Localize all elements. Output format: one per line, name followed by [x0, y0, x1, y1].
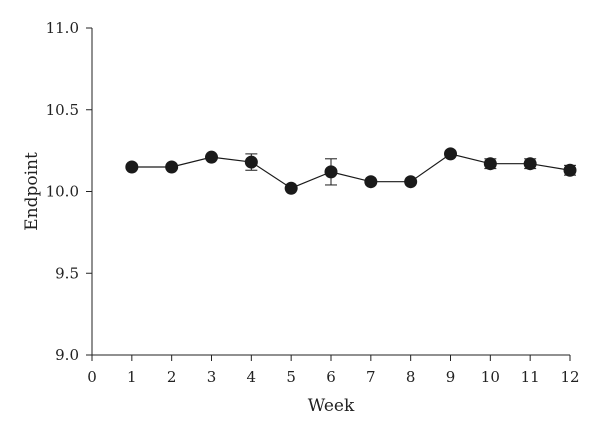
x-tick-label: 12: [560, 368, 579, 386]
y-tick-label: 11.0: [46, 19, 79, 37]
y-tick-label: 9.0: [55, 346, 79, 364]
y-tick-label: 10.0: [46, 183, 79, 201]
x-tick-label: 8: [406, 368, 416, 386]
y-tick-label: 9.5: [55, 264, 79, 282]
data-point: [205, 150, 218, 164]
x-axis-ticks: 0 1 2 3 4 5 6 7 8 9 10 11 12: [87, 355, 580, 386]
x-axis-title: Week: [308, 396, 355, 416]
x-tick-label: 3: [207, 368, 217, 386]
data-point: [324, 165, 338, 179]
data-point: [364, 175, 378, 189]
series-layer: [125, 147, 577, 195]
x-tick-label: 9: [446, 368, 456, 386]
y-axis-title: Endpoint: [22, 152, 42, 231]
data-point: [284, 181, 298, 195]
x-tick-label: 7: [366, 368, 376, 386]
x-tick-label: 6: [326, 368, 336, 386]
data-point: [244, 155, 258, 169]
data-point: [125, 160, 139, 174]
data-point: [483, 157, 497, 171]
data-point: [523, 157, 537, 171]
series-line: [131, 153, 571, 189]
y-axis-ticks: 9.0 9.5 10.0 10.5 11.0: [46, 19, 92, 364]
data-point: [444, 147, 457, 161]
data-point: [165, 160, 179, 174]
x-tick-label: 2: [167, 368, 177, 386]
x-tick-label: 0: [87, 368, 97, 386]
plot-area: 9.09.510.010.511.0 0 1 2 3 4 5 6 7 8 9 10 11 12: [46, 19, 580, 386]
data-point: [563, 163, 577, 177]
x-tick-label: 1: [127, 368, 137, 386]
x-tick-label: 5: [286, 368, 296, 386]
data-point: [404, 175, 418, 189]
x-tick-label: 11: [521, 368, 540, 386]
x-tick-label: 4: [247, 368, 257, 386]
y-tick-label: 10.5: [46, 101, 79, 119]
x-tick-label: 10: [481, 368, 500, 386]
